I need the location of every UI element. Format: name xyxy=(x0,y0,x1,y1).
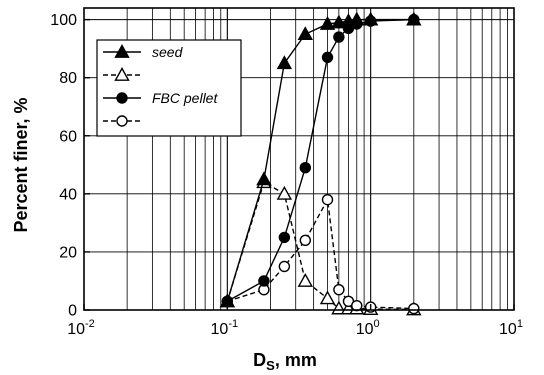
y-tick-label: 60 xyxy=(59,128,77,145)
data-point xyxy=(408,302,420,315)
x-tick-exponent: 0 xyxy=(374,318,380,330)
data-point xyxy=(299,234,312,247)
data-point xyxy=(258,275,270,287)
legend-entry xyxy=(103,67,141,81)
x-tick-exponent: 1 xyxy=(517,318,523,330)
x-tick-base: 10 xyxy=(211,321,229,338)
y-tick-label: 80 xyxy=(59,70,77,87)
y-axis-title: Percent finer, % xyxy=(11,97,31,232)
x-tick-label: 10-1 xyxy=(211,318,239,338)
x-tick-exponent: -2 xyxy=(85,318,95,330)
series-layer xyxy=(219,11,422,316)
x-axis-title-main: D xyxy=(253,350,266,370)
data-point xyxy=(278,231,291,244)
series-line xyxy=(226,181,414,311)
legend-label: FBC pellet xyxy=(152,90,218,106)
legend-entry xyxy=(103,115,141,127)
series-unnamed-3 xyxy=(221,193,420,315)
legend-label: seed xyxy=(152,44,184,60)
data-point xyxy=(331,300,347,315)
data-point xyxy=(321,193,334,206)
x-tick-base: 10 xyxy=(356,321,374,338)
data-point xyxy=(276,55,293,70)
y-tick-label: 20 xyxy=(59,244,77,261)
y-tick-label: 100 xyxy=(50,12,77,29)
data-point xyxy=(299,162,312,174)
data-point xyxy=(333,283,345,296)
x-tick-label: 101 xyxy=(499,318,523,338)
legend: seed FBC pellet xyxy=(96,39,242,137)
series-seed xyxy=(219,11,422,308)
data-point xyxy=(319,16,336,30)
data-point xyxy=(321,51,334,64)
series-fbc-pellet xyxy=(221,13,420,307)
x-tick-base: 10 xyxy=(67,321,85,338)
data-point xyxy=(297,273,314,287)
legend-marker xyxy=(114,67,130,81)
series-line xyxy=(227,197,414,310)
x-axis-title-rest: , mm xyxy=(275,350,317,370)
x-tick-base: 10 xyxy=(499,321,517,338)
x-tick-label: 100 xyxy=(356,318,380,338)
y-tick-label: 40 xyxy=(59,186,77,203)
data-point xyxy=(364,15,377,27)
series-line xyxy=(226,18,414,302)
y-tick-label: 0 xyxy=(68,303,77,320)
legend-entry: seed xyxy=(103,44,184,60)
data-point xyxy=(297,26,314,41)
plot-frame xyxy=(83,7,515,311)
data-point xyxy=(276,185,293,200)
legend-marker xyxy=(116,92,128,104)
data-point xyxy=(351,299,363,312)
x-tick-label: 10-2 xyxy=(67,318,95,338)
series-line xyxy=(226,18,414,302)
data-point xyxy=(256,171,272,186)
legend-marker xyxy=(116,115,128,127)
data-point xyxy=(319,290,336,305)
x-tick-exponent: -1 xyxy=(228,318,238,330)
data-point xyxy=(278,260,291,273)
data-point xyxy=(408,13,420,26)
legend-marker xyxy=(114,44,130,58)
data-point xyxy=(351,18,363,30)
legend-entry: FBC pellet xyxy=(103,90,218,106)
data-point xyxy=(333,31,345,43)
x-axis-title: DS, mm xyxy=(253,350,317,373)
x-axis-title-sub: S xyxy=(266,358,275,373)
